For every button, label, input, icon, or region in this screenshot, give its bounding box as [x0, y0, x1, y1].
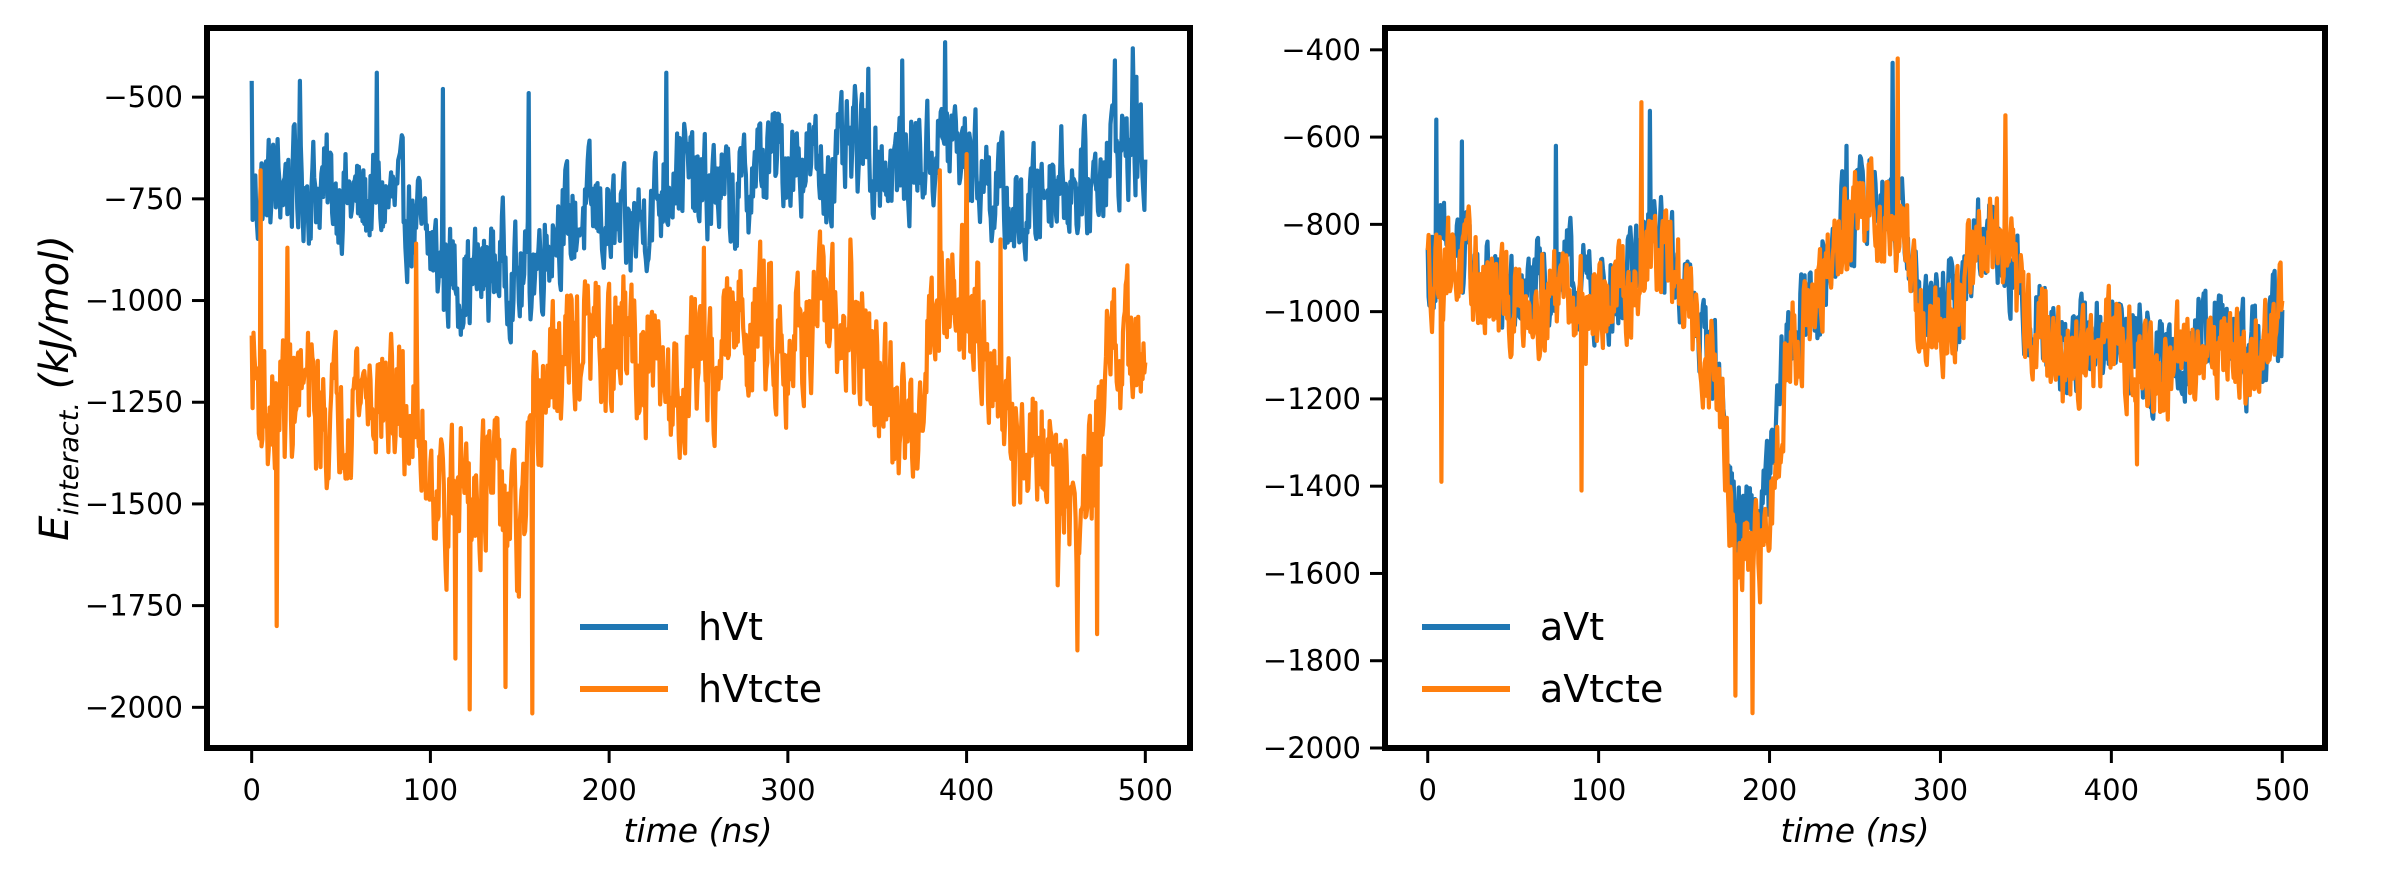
right-x-axis-label: time (ns) [1781, 811, 1930, 850]
legend-label-aVt: aVt [1540, 605, 1604, 649]
legend-label-hVt: hVt [698, 605, 763, 649]
right-y-axis: −400 −600 −800 −1000 −1200 −1400 −1600 −1800 −20… [1263, 33, 1382, 765]
right-x-axis: 0 100 200 300 400 500 [1419, 751, 2310, 807]
y-tick-label: −750 [103, 182, 183, 216]
y-tick-label: −1500 [85, 487, 183, 521]
left-x-axis: 0 100 200 300 400 500 [242, 751, 1173, 807]
left-x-axis-label: time (ns) [624, 811, 773, 850]
y-tick-label: −2000 [85, 690, 183, 724]
left-y-axis: −500 −750 −1000 −1250 −1500 −1750 −2000 [85, 80, 204, 724]
x-tick-label: 100 [1571, 773, 1626, 807]
y-tick-label: −500 [103, 80, 183, 114]
left-panel: 0 100 200 300 400 500 −500 −750 −1000 −1250 −1500… [32, 25, 1193, 850]
series-line-hVtcte [249, 152, 1148, 716]
series-line-aVt [1425, 60, 2285, 556]
x-tick-label: 200 [581, 773, 636, 807]
series-line-aVtcte [1425, 56, 2285, 716]
right-legend: aVt aVtcte [1422, 605, 1663, 711]
y-label-unit: (kJ/mol) [32, 235, 78, 402]
y-tick-label: −400 [1281, 33, 1361, 67]
y-tick-label: −1200 [1263, 382, 1361, 416]
right-axes-frame [1382, 25, 2328, 751]
x-tick-label: 400 [939, 773, 994, 807]
x-tick-label: 100 [403, 773, 458, 807]
y-tick-label: −1750 [85, 589, 183, 623]
y-tick-label: −800 [1281, 207, 1361, 241]
x-tick-label: 0 [242, 773, 260, 807]
y-tick-label: −1000 [1263, 295, 1361, 329]
right-panel: 0 100 200 300 400 500 −400−600−800−1000−1200−… [1263, 25, 2328, 850]
series-line-hVt [249, 40, 1148, 345]
x-tick-label: 300 [760, 773, 815, 807]
right-plot-area [1425, 56, 2285, 716]
x-tick-label: 500 [2255, 773, 2310, 807]
left-legend: hVt hVtcte [580, 605, 822, 711]
x-tick-label: 400 [2084, 773, 2139, 807]
x-tick-label: 200 [1742, 773, 1797, 807]
left-plot-area [249, 40, 1148, 716]
y-tick-label: −1000 [85, 284, 183, 318]
y-label-main: E [32, 515, 78, 541]
y-tick-label: −1400 [1263, 469, 1361, 503]
y-tick-label: −1800 [1263, 644, 1361, 678]
y-tick-label: −2000 [1263, 731, 1361, 765]
left-axes-frame [204, 25, 1193, 751]
legend-label-aVtcte: aVtcte [1540, 667, 1663, 711]
y-tick-label: −600 [1281, 120, 1361, 154]
svg-text:Einteract. (kJ/mol): Einteract. (kJ/mol) [32, 235, 85, 541]
x-tick-label: 0 [1419, 773, 1437, 807]
x-tick-label: 500 [1118, 773, 1173, 807]
left-y-axis-label: Einteract. (kJ/mol) [32, 235, 85, 541]
x-tick-label: 300 [1913, 773, 1968, 807]
y-tick-label: −1600 [1263, 556, 1361, 590]
y-label-sub: interact. [54, 402, 85, 515]
y-tick-label: −1250 [85, 385, 183, 419]
legend-label-hVtcte: hVtcte [698, 667, 822, 711]
